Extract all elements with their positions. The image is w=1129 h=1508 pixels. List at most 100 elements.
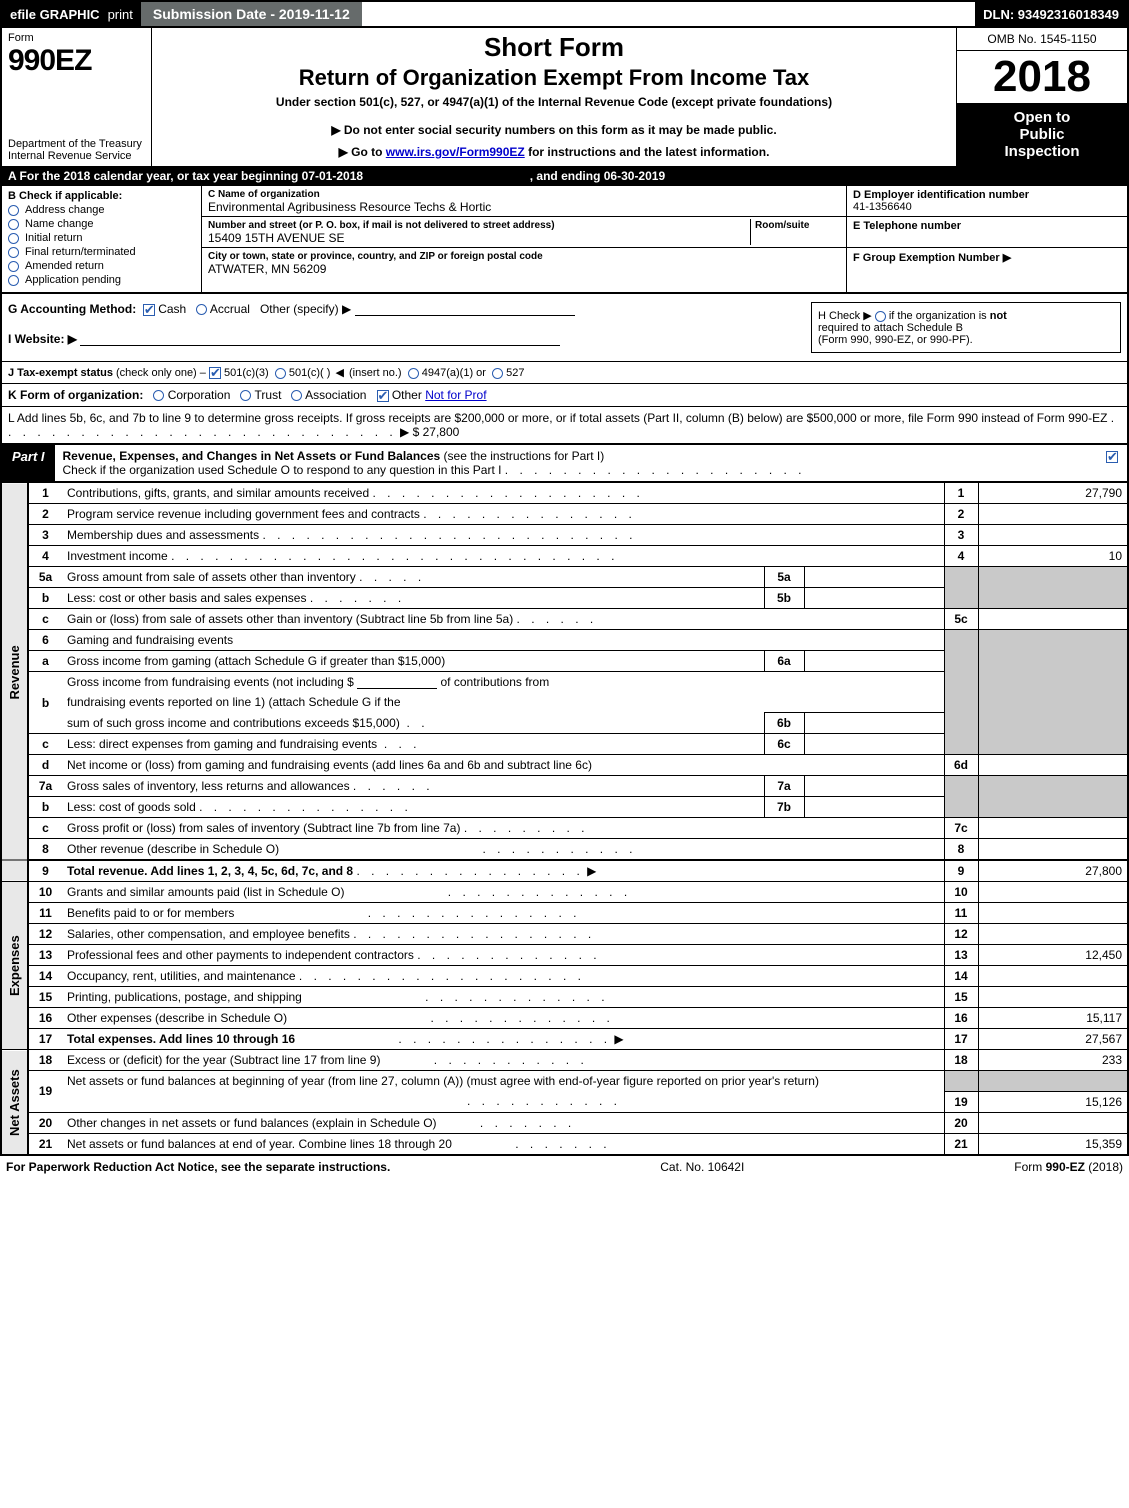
ln-3: 3 (28, 525, 62, 546)
ln-6: 6 (28, 630, 62, 651)
k-opt-1: Trust (255, 388, 282, 402)
k-label: K Form of organization: (8, 388, 143, 402)
d-ein-label: D Employer identification number (853, 189, 1029, 201)
dept-treasury: Department of the Treasury Internal Reve… (8, 138, 145, 162)
j-4947-radio[interactable] (408, 368, 419, 379)
tax-period: A For the 2018 calendar year, or tax yea… (0, 166, 1129, 186)
j-501c3-checkbox[interactable] (209, 367, 221, 379)
h-text3: (Form 990, 990-EZ, or 990-PF). (818, 334, 973, 346)
open-l2: Public (1019, 126, 1064, 143)
d-14: Occupancy, rent, utilities, and maintena… (67, 969, 296, 983)
ln-5a: 5a (28, 567, 62, 588)
a-11 (978, 903, 1128, 924)
part1-schedule-o-checkbox[interactable] (1106, 451, 1118, 463)
n-3: 3 (944, 525, 978, 546)
g-accrual: Accrual (210, 302, 250, 316)
ln-5c: c (28, 609, 62, 630)
open-l1: Open to (1014, 109, 1071, 126)
n-4: 4 (944, 546, 978, 567)
ln-7b: b (28, 797, 62, 818)
d-4: Investment income (67, 549, 168, 563)
radio-icon (8, 247, 19, 258)
d-6b3: fundraising events reported on line 1) (… (67, 695, 401, 709)
j-527-radio[interactable] (492, 368, 503, 379)
6b-amount-input[interactable] (357, 675, 437, 689)
ln-5b: b (28, 588, 62, 609)
a-3 (978, 525, 1128, 546)
irs-link[interactable]: www.irs.gov/Form990EZ (386, 145, 525, 159)
a-15 (978, 987, 1128, 1008)
d-13: Professional fees and other payments to … (67, 948, 414, 962)
b-final-return[interactable]: Final return/terminated (8, 246, 195, 258)
l-text: L Add lines 5b, 6c, and 7b to line 9 to … (8, 411, 1107, 425)
b-name-change[interactable]: Name change (8, 218, 195, 230)
dept-line1: Department of the Treasury (8, 138, 142, 150)
n-11: 11 (944, 903, 978, 924)
g-accrual-radio[interactable] (196, 304, 207, 315)
g-cash-checkbox[interactable] (143, 304, 155, 316)
goto-pre: ▶ Go to (339, 145, 386, 159)
d-6a: Gross income from gaming (attach Schedul… (67, 654, 445, 668)
b-app-pending[interactable]: Application pending (8, 274, 195, 286)
part1-table: Revenue 1 Contributions, gifts, grants, … (0, 482, 1129, 1156)
h-radio[interactable] (875, 311, 886, 322)
ln-16: 16 (28, 1008, 62, 1029)
n-7c: 7c (944, 818, 978, 839)
ln-6a: a (28, 651, 62, 672)
open-to-public: Open to Public Inspection (957, 103, 1127, 166)
sv-6c (804, 734, 944, 755)
d-3: Membership dues and assessments (67, 528, 259, 542)
d-7a: Gross sales of inventory, less returns a… (67, 779, 350, 793)
d-9: Total revenue. Add lines 1, 2, 3, 4, 5c,… (67, 864, 353, 878)
k-other-checkbox[interactable] (377, 390, 389, 402)
ln-14: 14 (28, 966, 62, 987)
j-opt2b: (insert no.) (349, 367, 402, 379)
short-form-title: Short Form (158, 32, 950, 63)
i-row: I Website: ▶ (8, 332, 811, 346)
sn-5a: 5a (764, 567, 804, 588)
page-footer: For Paperwork Reduction Act Notice, see … (0, 1156, 1129, 1178)
ln-15: 15 (28, 987, 62, 1008)
b-address-change[interactable]: Address change (8, 204, 195, 216)
j-501c-radio[interactable] (275, 368, 286, 379)
l-amount: $ 27,800 (413, 425, 460, 439)
form-word: Form (8, 32, 145, 44)
k-corp-radio[interactable] (153, 390, 164, 401)
n-2: 2 (944, 504, 978, 525)
n-6d: 6d (944, 755, 978, 776)
c-name-label: C Name of organization (208, 189, 320, 200)
period-b: , and ending 06-30-2019 (530, 169, 665, 183)
street-address: 15409 15TH AVENUE SE (208, 231, 345, 245)
d-17: Total expenses. Add lines 10 through 16 (67, 1032, 295, 1046)
d-6b1: Gross income from fundraising events (no… (67, 675, 354, 689)
b-opt-5: Application pending (25, 274, 121, 286)
d-11: Benefits paid to or for members (67, 906, 234, 920)
d-5a: Gross amount from sale of assets other t… (67, 570, 356, 584)
ln-20: 20 (28, 1112, 62, 1133)
ln-18: 18 (28, 1050, 62, 1071)
period-a: A For the 2018 calendar year, or tax yea… (8, 169, 363, 183)
sv-7a (804, 776, 944, 797)
d-6: Gaming and fundraising events (67, 633, 233, 647)
efile-label: efile GRAPHIC print (2, 2, 141, 26)
grey-19 (944, 1071, 978, 1092)
k-trust-radio[interactable] (240, 390, 251, 401)
h-label: H Check ▶ (818, 310, 872, 322)
part1-title: Revenue, Expenses, and Changes in Net As… (63, 449, 441, 463)
g-label: G Accounting Method: (8, 302, 136, 316)
k-assoc-radio[interactable] (291, 390, 302, 401)
sn-6a: 6a (764, 651, 804, 672)
print-link[interactable]: print (108, 7, 133, 22)
g-cash: Cash (158, 302, 186, 316)
n-12: 12 (944, 924, 978, 945)
n-15: 15 (944, 987, 978, 1008)
g-other-input[interactable] (355, 302, 575, 316)
website-input[interactable] (80, 332, 560, 346)
return-title: Return of Organization Exempt From Incom… (158, 65, 950, 91)
ln-19: 19 (28, 1071, 62, 1113)
footer-right: Form 990-EZ (2018) (1014, 1160, 1123, 1174)
b-initial-return[interactable]: Initial return (8, 232, 195, 244)
b-amended[interactable]: Amended return (8, 260, 195, 272)
b-opt-1: Name change (25, 218, 94, 230)
j-row: J Tax-exempt status (check only one) – 5… (0, 361, 1129, 383)
